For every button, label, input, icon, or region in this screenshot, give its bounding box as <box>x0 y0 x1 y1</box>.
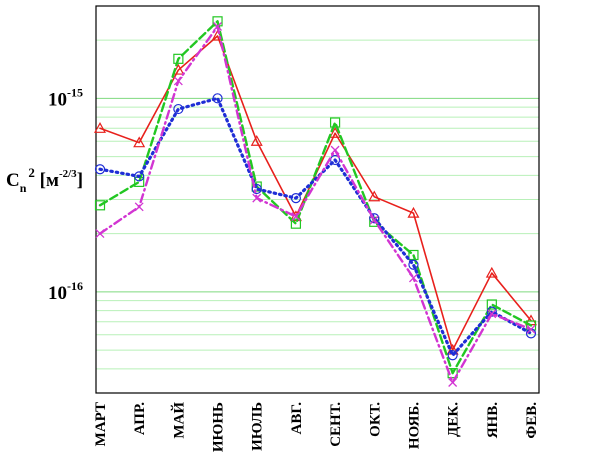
data-point <box>448 378 458 387</box>
data-point <box>486 299 497 310</box>
x-tick-label: МАЙ <box>170 402 187 439</box>
data-point <box>93 122 107 133</box>
data-point <box>329 117 341 128</box>
data-point <box>95 229 105 239</box>
data-point <box>173 103 184 115</box>
x-tick-label: АВГ. <box>289 402 305 435</box>
data-point <box>213 22 223 31</box>
x-tick-label: ИЮНЬ <box>211 402 227 452</box>
data-point <box>133 136 146 148</box>
data-point <box>369 213 380 224</box>
data-point <box>134 171 145 182</box>
data-point <box>487 309 497 319</box>
data-point <box>408 259 419 270</box>
data-point <box>408 249 419 261</box>
data-point <box>251 183 262 195</box>
data-point <box>291 212 301 221</box>
data-point <box>369 215 379 225</box>
x-tick-labels: МАРТ АПР. МАЙ ИЮНЬ ИЮЛЬ АВГ. СЕНТ. ОКТ. НОЯБ. ДЕК… <box>93 402 540 452</box>
data-point <box>94 164 106 175</box>
data-point <box>94 200 106 211</box>
x-tick-label: ДЕК. <box>446 402 462 437</box>
data-point <box>408 273 418 283</box>
x-tick-label: ИЮЛЬ <box>250 402 266 451</box>
data-point <box>212 93 223 104</box>
series-line <box>98 25 533 384</box>
plot-frame <box>95 5 540 394</box>
x-tick-label: ФЕВ. <box>524 402 540 439</box>
data-point <box>329 127 342 138</box>
gridlines <box>96 39 539 370</box>
data-point <box>330 145 340 155</box>
data-point <box>290 193 302 204</box>
data-point <box>290 218 302 229</box>
data-point <box>485 266 498 278</box>
data-point <box>407 206 420 218</box>
x-tick-label: СЕНТ. <box>328 402 344 447</box>
data-point <box>526 324 536 334</box>
series-line <box>98 96 533 357</box>
series-line <box>98 20 533 375</box>
x-tick-label: ОКТ. <box>367 402 383 437</box>
data-point <box>447 350 458 361</box>
x-tick-label: МАРТ <box>93 402 109 446</box>
y-axis-title: Cn2 [м-2/3] <box>6 165 83 195</box>
data-point <box>368 190 381 202</box>
y-tick-label: 10-16 <box>48 279 83 304</box>
y-tick-label: 10-15 <box>48 85 83 110</box>
data-point <box>251 181 262 192</box>
x-tick-label: ЯНВ. <box>485 402 501 439</box>
data-point <box>369 216 380 227</box>
x-tick-label: АПР. <box>132 402 148 435</box>
data-point <box>250 135 263 146</box>
data-point <box>252 193 262 203</box>
x-tick-label: НОЯБ. <box>406 402 422 449</box>
series-layer <box>93 16 538 387</box>
series-2 <box>94 16 537 379</box>
series-4 <box>95 22 536 387</box>
data-point <box>173 76 183 86</box>
data-point <box>173 53 184 64</box>
data-point <box>134 202 144 212</box>
y-tick-labels: 10-15 10-16 <box>48 85 83 304</box>
